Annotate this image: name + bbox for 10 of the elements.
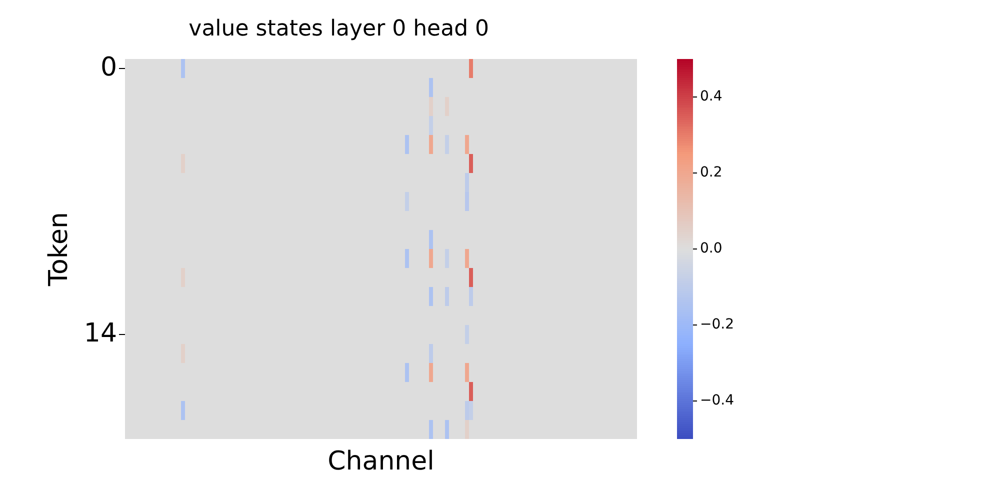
y-tick-label: 0 xyxy=(100,52,117,82)
color-bar-label: −0.4 xyxy=(700,392,734,409)
color-bar-label: 0.4 xyxy=(700,88,722,105)
chart-title: value states layer 0 head 0 xyxy=(188,16,490,42)
color-bar-label: 0.0 xyxy=(700,240,722,257)
color-bar-label: 0.2 xyxy=(700,164,722,181)
y-tick-label: 14 xyxy=(84,318,117,348)
y-axis-title: Token xyxy=(44,212,74,287)
x-axis-title: Channel xyxy=(328,446,434,476)
color-bar-label: −0.2 xyxy=(700,316,734,333)
